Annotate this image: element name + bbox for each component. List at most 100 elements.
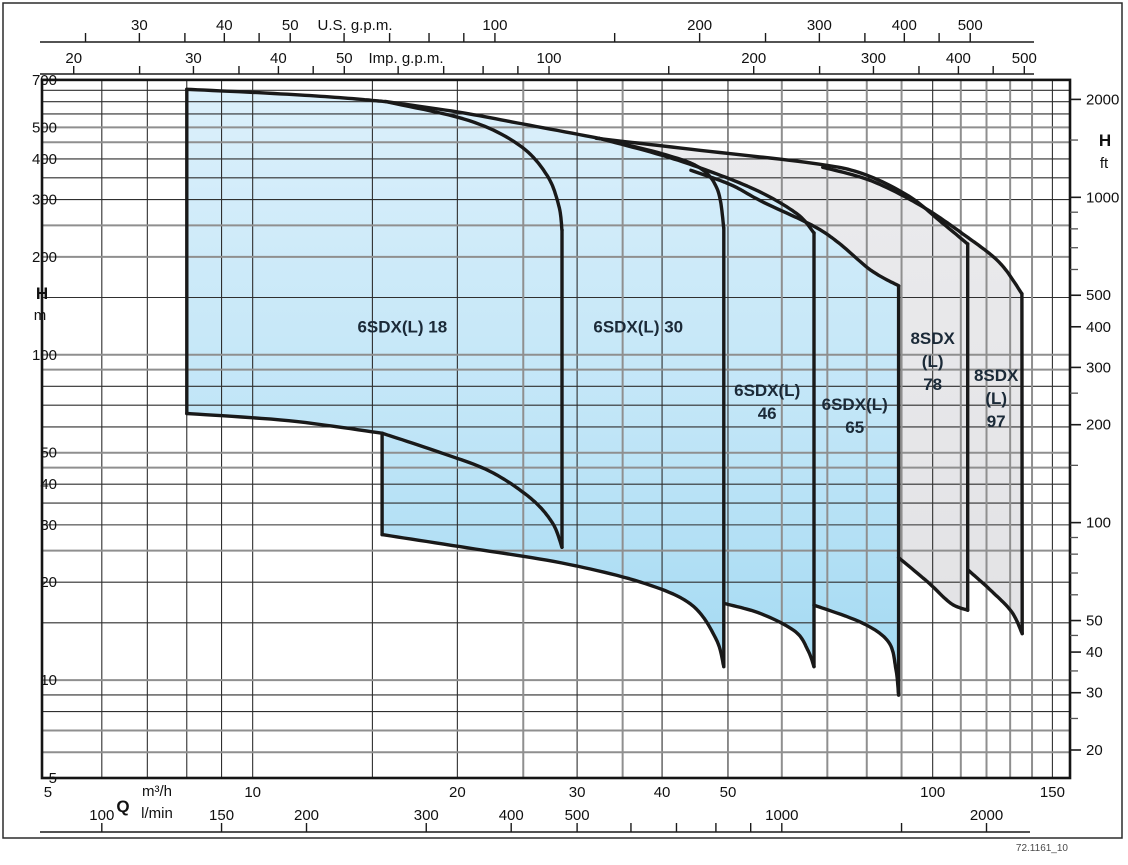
ruler-label-us-gpm: 500: [958, 17, 983, 34]
h-m-label: 300: [32, 192, 57, 209]
pump-label-6sdxl-65: 6SDX(L): [822, 395, 888, 414]
top-rulers: 30 40 50 100 200 300 400 500 U.S. g.p.m. 20 30 40 50…: [40, 17, 1037, 75]
q-lmin-label: 150: [209, 807, 234, 824]
h-m-label: 200: [32, 249, 57, 266]
q-m3h-label: 5: [44, 784, 52, 801]
y-axis-unit-ft: ft: [1100, 155, 1109, 172]
pump-label-6sdxl-46: 6SDX(L): [734, 381, 800, 400]
q-m3h-label: 100: [920, 784, 945, 801]
ruler-label-imp-gpm: 300: [861, 50, 886, 67]
ruler-label-imp-gpm: 500: [1012, 50, 1037, 67]
pump-label-8sdxl-97: (L): [985, 389, 1007, 408]
h-ft-label: 50: [1086, 613, 1103, 630]
ruler-unit-imp-gpm: Imp. g.p.m.: [368, 50, 443, 67]
pump-label-8sdxl-78: (L): [922, 352, 944, 371]
q-lmin-label: 500: [565, 807, 590, 824]
ruler-label-imp-gpm: 200: [741, 50, 766, 67]
plot-frame: [40, 78, 1072, 780]
pump-label-6sdxl-18: 6SDX(L) 18: [357, 318, 447, 337]
q-m3h-label: 30: [569, 784, 586, 801]
pump-labels: 6SDX(L) 18 6SDX(L) 30 6SDX(L) 46 6SDX(L) 65 8S…: [357, 318, 1019, 437]
ruler-label-us-gpm: 200: [687, 17, 712, 34]
h-ft-label: 300: [1086, 359, 1111, 376]
q-m3h-label: 20: [449, 784, 466, 801]
q-m3h-label: 150: [1040, 784, 1065, 801]
q-lmin-label: 200: [294, 807, 319, 824]
y-axis-title-right: H: [1099, 131, 1111, 150]
ruler-label-us-gpm: 40: [216, 17, 233, 34]
x-axis-unit-lmin: l/min: [141, 805, 173, 822]
envelope-edge-6sdxl-30-top: [384, 99, 601, 140]
envelope-edge-6sdxl-18-topright: [384, 99, 564, 232]
envelope-edge-6sdxl-65-top: [689, 168, 901, 288]
y-axis-unit-m: m: [34, 307, 47, 324]
ruler-label-us-gpm: 30: [131, 17, 148, 34]
ruler-label-imp-gpm: 100: [536, 50, 561, 67]
h-m-label: 500: [32, 119, 57, 136]
q-m3h-label: 10: [244, 784, 261, 801]
envelope-edge-8sdxl-78-bottom: [896, 555, 970, 612]
h-m-label: 50: [40, 445, 57, 462]
h-ft-label: 200: [1086, 417, 1111, 434]
q-lmin-label: 400: [499, 807, 524, 824]
envelope-edge-6sdxl-18-top: [185, 87, 388, 104]
q-m3h-label: 50: [720, 784, 737, 801]
h-m-label: 100: [32, 347, 57, 364]
figure-code: 72.1161_10: [1016, 843, 1069, 854]
h-m-label: 40: [40, 476, 57, 493]
left-axis: 700 500 400 300 200 100 50 40 30 20 10 5 Hm: [32, 72, 57, 787]
right-axis: 2000 1000 500 400 300 200 100 50 40 30 20 Hft: [1070, 91, 1119, 759]
q-m3h-label: 40: [654, 784, 671, 801]
pump-label-6sdxl-65: 65: [845, 418, 864, 437]
q-lmin-label: 2000: [970, 807, 1003, 824]
q-lmin-label: 300: [414, 807, 439, 824]
h-ft-label: 500: [1086, 287, 1111, 304]
envelope-outlines: [185, 87, 1024, 697]
h-m-label: 700: [32, 72, 57, 89]
h-ft-label: 1000: [1086, 189, 1119, 206]
x-axis-title: Q: [116, 797, 129, 816]
ruler-label-imp-gpm: 40: [270, 50, 287, 67]
h-m-label: 20: [40, 574, 57, 591]
pump-label-8sdxl-97: 97: [987, 412, 1006, 431]
outer-border: [2, 2, 1123, 839]
h-ft-label: 30: [1086, 685, 1103, 702]
h-m-label: 5: [49, 770, 57, 787]
h-ft-label: 100: [1086, 515, 1111, 532]
h-ft-label: 400: [1086, 319, 1111, 336]
envelope-fill-6sdxl-46: [598, 138, 814, 667]
ruler-label-imp-gpm: 50: [336, 50, 353, 67]
y-axis-title-left: H: [36, 284, 48, 303]
h-ft-label: 20: [1086, 742, 1103, 759]
envelope-edge-8sdxl-97-bottom: [967, 568, 1024, 636]
h-ft-label: 2000: [1086, 91, 1119, 108]
bottom-rulers: 5 10 20 30 40 50 100 150 100 150 200 300 400 500 1000 2…: [40, 783, 1065, 833]
pump-label-6sdxl-30: 6SDX(L) 30: [593, 318, 683, 337]
ruler-label-us-gpm: 100: [482, 17, 507, 34]
ruler-label-imp-gpm: 400: [946, 50, 971, 67]
q-lmin-label: 1000: [765, 807, 798, 824]
h-m-label: 30: [40, 517, 57, 534]
ruler-label-us-gpm: 400: [892, 17, 917, 34]
pump-label-6sdxl-46: 46: [758, 404, 777, 423]
h-ft-label: 40: [1086, 644, 1103, 661]
envelope-fill-6sdxl-65: [690, 170, 899, 696]
envelope-edge-6sdxl-18-botright: [380, 431, 564, 549]
ruler-label-imp-gpm: 30: [185, 50, 202, 67]
envelope-edge-6sdxl-18-bottom: [185, 411, 384, 435]
pump-label-8sdxl-78: 78: [923, 375, 942, 394]
h-m-label: 400: [32, 151, 57, 168]
envelope-edge-6sdxl-46-top: [597, 136, 816, 235]
pump-label-8sdxl-97: 8SDX: [974, 366, 1019, 385]
h-m-label: 10: [40, 672, 57, 689]
ruler-label-us-gpm: 300: [807, 17, 832, 34]
envelope-fill-8sdxl-97: [822, 167, 1023, 634]
pump-label-8sdxl-78: 8SDX: [910, 329, 955, 348]
ruler-label-imp-gpm: 20: [65, 50, 82, 67]
envelope-edge-8sdxl-97-top: [821, 165, 1024, 296]
x-axis-unit-m3h: m³/h: [142, 783, 172, 800]
q-lmin-label: 100: [89, 807, 114, 824]
envelope-edge-8sdxl-78-top: [594, 136, 970, 246]
